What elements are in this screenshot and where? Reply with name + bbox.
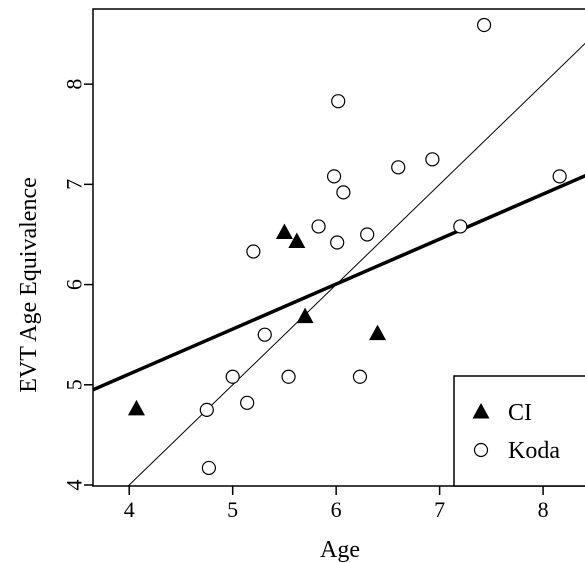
koda-point: [240, 395, 255, 410]
ci-point: [127, 399, 145, 416]
x-tick-label: 4: [124, 497, 135, 522]
koda-point: [360, 227, 375, 242]
y-tick-label: 7: [62, 179, 87, 190]
koda-point: [477, 17, 492, 33]
ci-point: [288, 232, 306, 248]
koda-point: [352, 369, 368, 384]
koda-point: [336, 185, 351, 200]
koda-point: [257, 327, 272, 342]
legend-marker-koda: [473, 442, 489, 458]
koda-point: [281, 369, 296, 384]
koda-point: [391, 160, 406, 175]
legend: CI Koda: [453, 375, 585, 487]
koda-point: [225, 369, 240, 384]
ci-point: [296, 307, 314, 324]
y-axis-label: EVT Age Equivalence: [16, 177, 42, 392]
legend-triangle-icon: [472, 403, 490, 419]
koda-point: [311, 219, 326, 234]
ci-point: [369, 324, 387, 341]
y-tick-label: 8: [62, 79, 87, 90]
koda-point: [326, 169, 342, 184]
koda-point: [453, 219, 468, 234]
legend-label-ci: CI: [508, 400, 532, 426]
legend-box: [453, 375, 585, 487]
plot-frame: [92, 8, 585, 487]
koda-point: [246, 244, 261, 259]
koda-point: [552, 169, 567, 184]
y-tick-label: 5: [62, 379, 87, 390]
koda-point: [201, 460, 216, 476]
y-tick-label: 4: [62, 479, 87, 490]
koda-point: [425, 152, 440, 167]
legend-marker-ci: [472, 403, 490, 419]
axes: 4 5 6 7 8 4 5 6 7 8: [62, 79, 549, 522]
y-tick-label: 6: [62, 279, 87, 290]
x-tick-label: 6: [331, 497, 342, 522]
legend-label-koda: Koda: [508, 438, 560, 464]
legend-circle-icon: [473, 442, 489, 458]
x-axis-label: Age: [320, 537, 360, 563]
koda-point: [330, 235, 345, 250]
koda-point: [199, 402, 214, 417]
ci-point: [275, 223, 293, 239]
x-tick-label: 5: [227, 497, 238, 522]
x-tick-label: 8: [538, 497, 549, 522]
data-marks: [127, 17, 567, 476]
x-tick-label: 7: [434, 497, 445, 522]
regression-line: [93, 173, 585, 392]
koda-point: [331, 94, 346, 109]
